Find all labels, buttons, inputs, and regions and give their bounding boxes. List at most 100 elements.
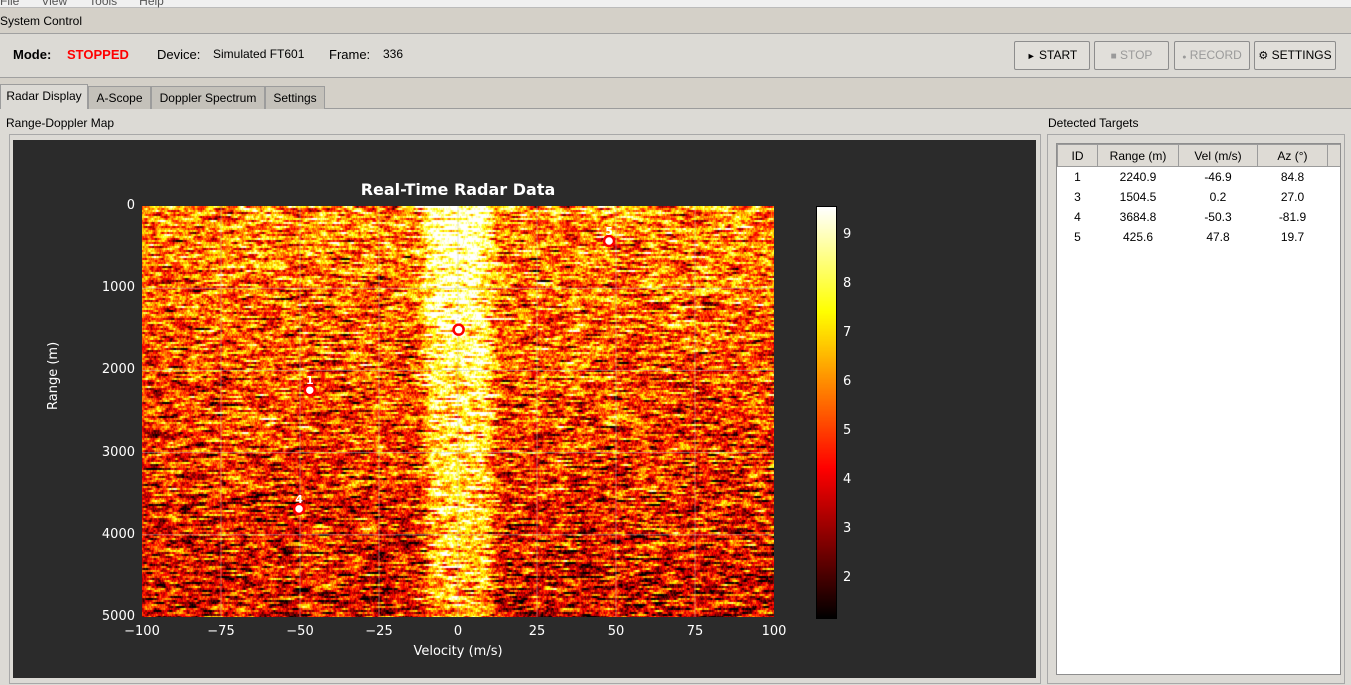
x-tick-label: 50 — [607, 624, 625, 639]
table-cell: 4 — [1074, 209, 1081, 224]
colorbar-tick-label: 8 — [843, 276, 852, 292]
x-tick-label: −75 — [207, 624, 235, 639]
table-cell: 19.7 — [1280, 229, 1305, 244]
table-cell-filler — [1328, 167, 1341, 187]
table-cell: 0.2 — [1209, 189, 1227, 204]
heatmap-overlay: 1 3 4 5 — [142, 206, 774, 617]
device-value: Simulated FT601 — [213, 47, 305, 61]
mode-label: Mode: — [13, 47, 52, 62]
table-header: ID Range (m) Vel (m/s) Az (°) — [1057, 144, 1340, 167]
x-tick-label: 100 — [761, 624, 787, 639]
target-marker[interactable] — [602, 234, 616, 248]
table-cell: 5 — [1074, 229, 1081, 244]
x-tick-label: 75 — [686, 624, 704, 639]
table-cell: 27.0 — [1280, 189, 1305, 204]
range-doppler-heatmap[interactable] — [142, 206, 774, 617]
colorbar-tick-label: 2 — [843, 569, 852, 585]
targets-frame — [1047, 134, 1345, 684]
table-cell: 2240.9 — [1119, 169, 1157, 184]
start-button[interactable]: ► START — [1014, 41, 1090, 70]
y-axis-label: Range (m) — [46, 341, 61, 410]
x-tick-label: 0 — [453, 624, 463, 639]
stop-button[interactable]: ■ STOP — [1094, 41, 1169, 70]
target-marker-label: 4 — [295, 493, 303, 506]
targets-table[interactable]: ID Range (m) Vel (m/s) Az (°) 1 2240.9 -46… — [1056, 143, 1341, 675]
mode-value: STOPPED — [67, 47, 129, 62]
table-cell: 1504.5 — [1119, 189, 1157, 204]
col-filler — [1327, 144, 1340, 167]
menu-help[interactable]: Help — [139, 0, 164, 8]
colorbar — [816, 206, 837, 619]
colorbar-tick-label: 5 — [843, 423, 852, 439]
col-azimuth[interactable]: Az (°) — [1257, 144, 1328, 167]
y-tick-label: 2000 — [101, 362, 135, 378]
table-row[interactable]: 5 425.6 47.8 19.7 — [1058, 227, 1341, 247]
x-tick-label: 25 — [528, 624, 546, 639]
colorbar-tick-label: 6 — [843, 374, 852, 390]
col-velocity[interactable]: Vel (m/s) — [1178, 144, 1258, 167]
stop-label: STOP — [1119, 48, 1153, 62]
x-tick-label: −25 — [365, 624, 393, 639]
table-cell-filler — [1328, 187, 1341, 207]
tab-doppler-spectrum[interactable]: Doppler Spectrum — [151, 86, 265, 109]
x-tick-label: −100 — [124, 624, 160, 639]
target-marker[interactable] — [452, 323, 465, 336]
y-tick-label: 1000 — [101, 280, 135, 296]
table-row[interactable]: 1 2240.9 -46.9 84.8 — [1058, 167, 1341, 187]
device-label: Device: — [157, 47, 201, 62]
frame-value: 336 — [383, 47, 404, 61]
menu-file[interactable]: File — [0, 0, 20, 8]
record-label: RECORD — [1189, 48, 1242, 62]
colorbar-tick-label: 3 — [843, 520, 852, 536]
chart-title: Real-Time Radar Data — [360, 180, 556, 199]
target-marker-label: 3 — [455, 314, 463, 327]
record-button[interactable]: ● RECORD — [1174, 41, 1250, 70]
target-marker-label: 1 — [306, 374, 314, 387]
target-marker[interactable] — [292, 502, 306, 516]
tab-radar-display[interactable]: Radar Display — [0, 84, 88, 109]
colorbar-tick-label: 7 — [843, 325, 852, 341]
map-panel-title: Range-Doppler Map — [6, 116, 115, 130]
table-cell: 1 — [1074, 169, 1081, 184]
col-range[interactable]: Range (m) — [1097, 144, 1179, 167]
play-icon: ► — [1026, 51, 1036, 61]
tab-settings[interactable]: Settings — [265, 86, 325, 109]
settings-label: SETTINGS — [1271, 48, 1332, 62]
col-id[interactable]: ID — [1057, 144, 1098, 167]
table-cell: 3684.8 — [1119, 209, 1157, 224]
menu-tools[interactable]: Tools — [89, 0, 118, 8]
record-icon: ● — [1182, 54, 1187, 61]
table-cell: -46.9 — [1204, 169, 1232, 184]
target-marker[interactable] — [303, 383, 317, 397]
table-cell: -50.3 — [1204, 209, 1232, 224]
table-cell: 84.8 — [1280, 169, 1305, 184]
start-label: START — [1039, 48, 1078, 62]
gear-icon: ⚙ — [1258, 50, 1269, 62]
stop-icon: ■ — [1110, 51, 1117, 62]
map-frame — [9, 134, 1041, 684]
x-tick-label: −50 — [286, 624, 314, 639]
table-cell-filler — [1328, 207, 1341, 227]
x-axis-label: Velocity (m/s) — [413, 644, 503, 659]
table-cell-filler — [1328, 227, 1341, 247]
table-row[interactable]: 3 1504.5 0.2 27.0 — [1058, 187, 1341, 207]
settings-button[interactable]: ⚙ SETTINGS — [1254, 41, 1336, 70]
tab-a-scope[interactable]: A-Scope — [88, 86, 151, 109]
table-cell: -81.9 — [1278, 209, 1307, 224]
plot-figure: Real-Time Radar Data 1 3 4 5 Velocity (m/s)… — [13, 140, 1036, 678]
y-tick-label: 3000 — [101, 444, 135, 460]
menu-view[interactable]: View — [41, 0, 68, 8]
target-marker-label: 5 — [605, 225, 613, 238]
system-control-title: System Control — [0, 14, 83, 28]
frame-label: Frame: — [329, 47, 371, 62]
table-cell: 425.6 — [1122, 229, 1154, 244]
targets-title: Detected Targets — [1048, 116, 1139, 130]
y-tick-label: 0 — [126, 198, 135, 213]
colorbar-tick-label: 9 — [843, 227, 852, 243]
menu-bar: File View Tools Help — [0, 0, 1351, 8]
y-tick-label: 4000 — [101, 526, 135, 542]
table-row[interactable]: 4 3684.8 -50.3 -81.9 — [1058, 207, 1341, 227]
table-cell: 3 — [1074, 189, 1081, 204]
y-tick-label: 5000 — [101, 609, 135, 624]
table-cell: 47.8 — [1206, 229, 1230, 244]
